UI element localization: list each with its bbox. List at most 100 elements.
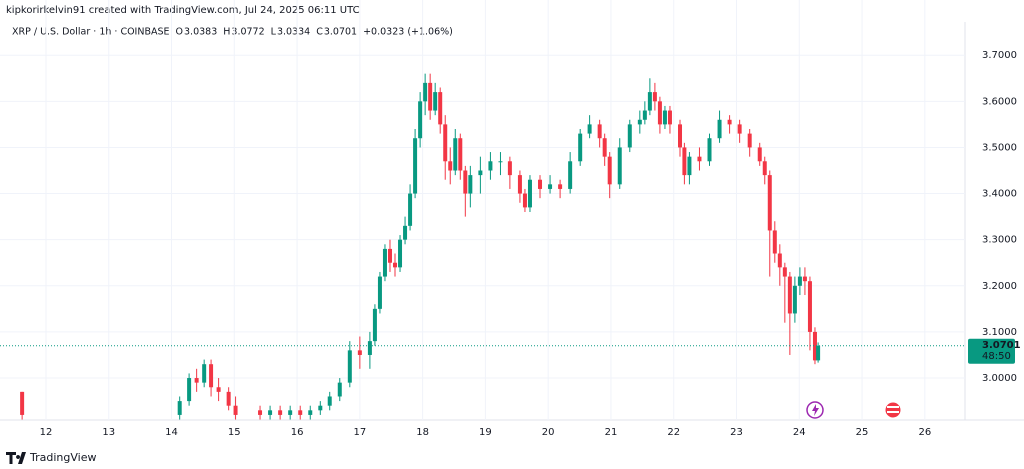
candle-body xyxy=(707,138,712,162)
candle-body xyxy=(587,124,592,134)
candle-body xyxy=(347,350,352,383)
candle-body xyxy=(717,119,722,139)
candle-body xyxy=(337,382,342,397)
candle-body xyxy=(782,267,787,277)
candle-body xyxy=(812,331,817,361)
last-price-box xyxy=(968,338,1015,364)
ohlc-value: 3.0383 xyxy=(184,27,217,38)
candle-body xyxy=(413,138,418,194)
candle-body xyxy=(233,405,238,415)
candle-body xyxy=(357,350,362,355)
candle-body xyxy=(318,405,323,411)
y-tick-label: 3.2000 xyxy=(982,281,1017,292)
candle-body xyxy=(278,410,283,415)
candle-body xyxy=(194,378,199,383)
candle-body xyxy=(507,161,512,176)
x-tick-label: 13 xyxy=(102,427,115,438)
candle-body xyxy=(807,281,812,332)
candle-body xyxy=(602,138,607,157)
candle-body xyxy=(398,239,403,268)
candle-body xyxy=(522,193,527,208)
candle-body xyxy=(448,161,453,171)
candle-body xyxy=(647,92,652,111)
candle-body xyxy=(637,119,642,125)
candle-body xyxy=(662,110,667,125)
candle-body xyxy=(578,133,583,162)
candle-body xyxy=(772,230,777,254)
x-tick-label: 12 xyxy=(40,427,53,438)
event-icon-bolt xyxy=(812,404,819,416)
brand-name: TradingView xyxy=(29,451,96,464)
candle-body xyxy=(433,92,438,111)
candle-body xyxy=(288,410,293,415)
ohlc-key: H xyxy=(223,27,230,38)
candle-body xyxy=(757,147,762,162)
candle-body xyxy=(548,184,553,189)
candle-body xyxy=(308,410,313,415)
candle-body xyxy=(527,179,532,208)
candle-body xyxy=(438,92,443,125)
candle-body xyxy=(762,161,767,176)
candle-body xyxy=(607,156,612,185)
candle-body xyxy=(682,147,687,176)
brand-logo xyxy=(6,452,26,464)
x-tick-label: 20 xyxy=(542,427,555,438)
candle-body xyxy=(258,410,263,415)
candle-body xyxy=(423,82,428,102)
candle-body xyxy=(216,387,221,392)
candle-body xyxy=(568,161,573,189)
x-tick-label: 15 xyxy=(228,427,241,438)
candle-body xyxy=(488,161,493,171)
candle-body xyxy=(657,101,662,125)
candle-body xyxy=(463,170,468,194)
candle-body xyxy=(226,391,231,406)
countdown: 48:50 xyxy=(982,351,1011,362)
candle-body xyxy=(797,276,802,286)
economic-event-icon xyxy=(884,401,902,419)
candle-body xyxy=(403,225,408,240)
brand: TradingView xyxy=(6,451,96,464)
candle-body xyxy=(453,138,458,171)
candle-body xyxy=(387,248,392,263)
candle-body xyxy=(498,161,503,163)
candle-body xyxy=(202,364,207,383)
x-tick-label: 14 xyxy=(165,427,178,438)
candle-body xyxy=(382,248,387,277)
x-tick-label: 21 xyxy=(605,427,618,438)
candle-body xyxy=(268,410,273,415)
symbol: XRP / U.S. Dollar · 1h · COINBASE xyxy=(12,27,170,38)
candle-body xyxy=(177,401,182,415)
ohlc-key: O xyxy=(176,27,183,38)
candle-body xyxy=(468,175,473,194)
ohlc-value: 3.0772 xyxy=(231,27,264,38)
candle-body xyxy=(617,147,622,185)
flag-stripe xyxy=(887,411,899,413)
y-tick-label: 3.1000 xyxy=(982,327,1017,338)
candle-body xyxy=(458,138,463,171)
candle-body xyxy=(377,276,382,309)
grid xyxy=(0,0,965,420)
candle-body xyxy=(787,276,792,314)
candle-body xyxy=(642,110,647,120)
header: XRP / U.S. Dollar · 1h · COINBASE O 3.038… xyxy=(12,27,453,38)
candle-body xyxy=(298,410,303,415)
candle-body xyxy=(209,364,214,388)
candle-body xyxy=(408,193,413,226)
ohlc-key: C xyxy=(316,27,323,38)
candle-body xyxy=(367,341,372,355)
last-price-label: 3.0701 xyxy=(982,340,1021,351)
candle-body xyxy=(816,345,821,361)
candle-body xyxy=(652,92,657,102)
candle-body xyxy=(737,124,742,134)
flag-stripe xyxy=(887,406,899,408)
candle-body xyxy=(777,253,782,268)
candle-body xyxy=(418,101,423,139)
candle-body xyxy=(428,82,433,111)
candle-body xyxy=(187,378,192,402)
caption: kipkorirkelvin91 created with TradingVie… xyxy=(6,5,360,16)
candle-body xyxy=(687,156,692,176)
x-tick-label: 25 xyxy=(856,427,869,438)
event-icons xyxy=(806,401,902,419)
candle-body xyxy=(538,179,543,189)
